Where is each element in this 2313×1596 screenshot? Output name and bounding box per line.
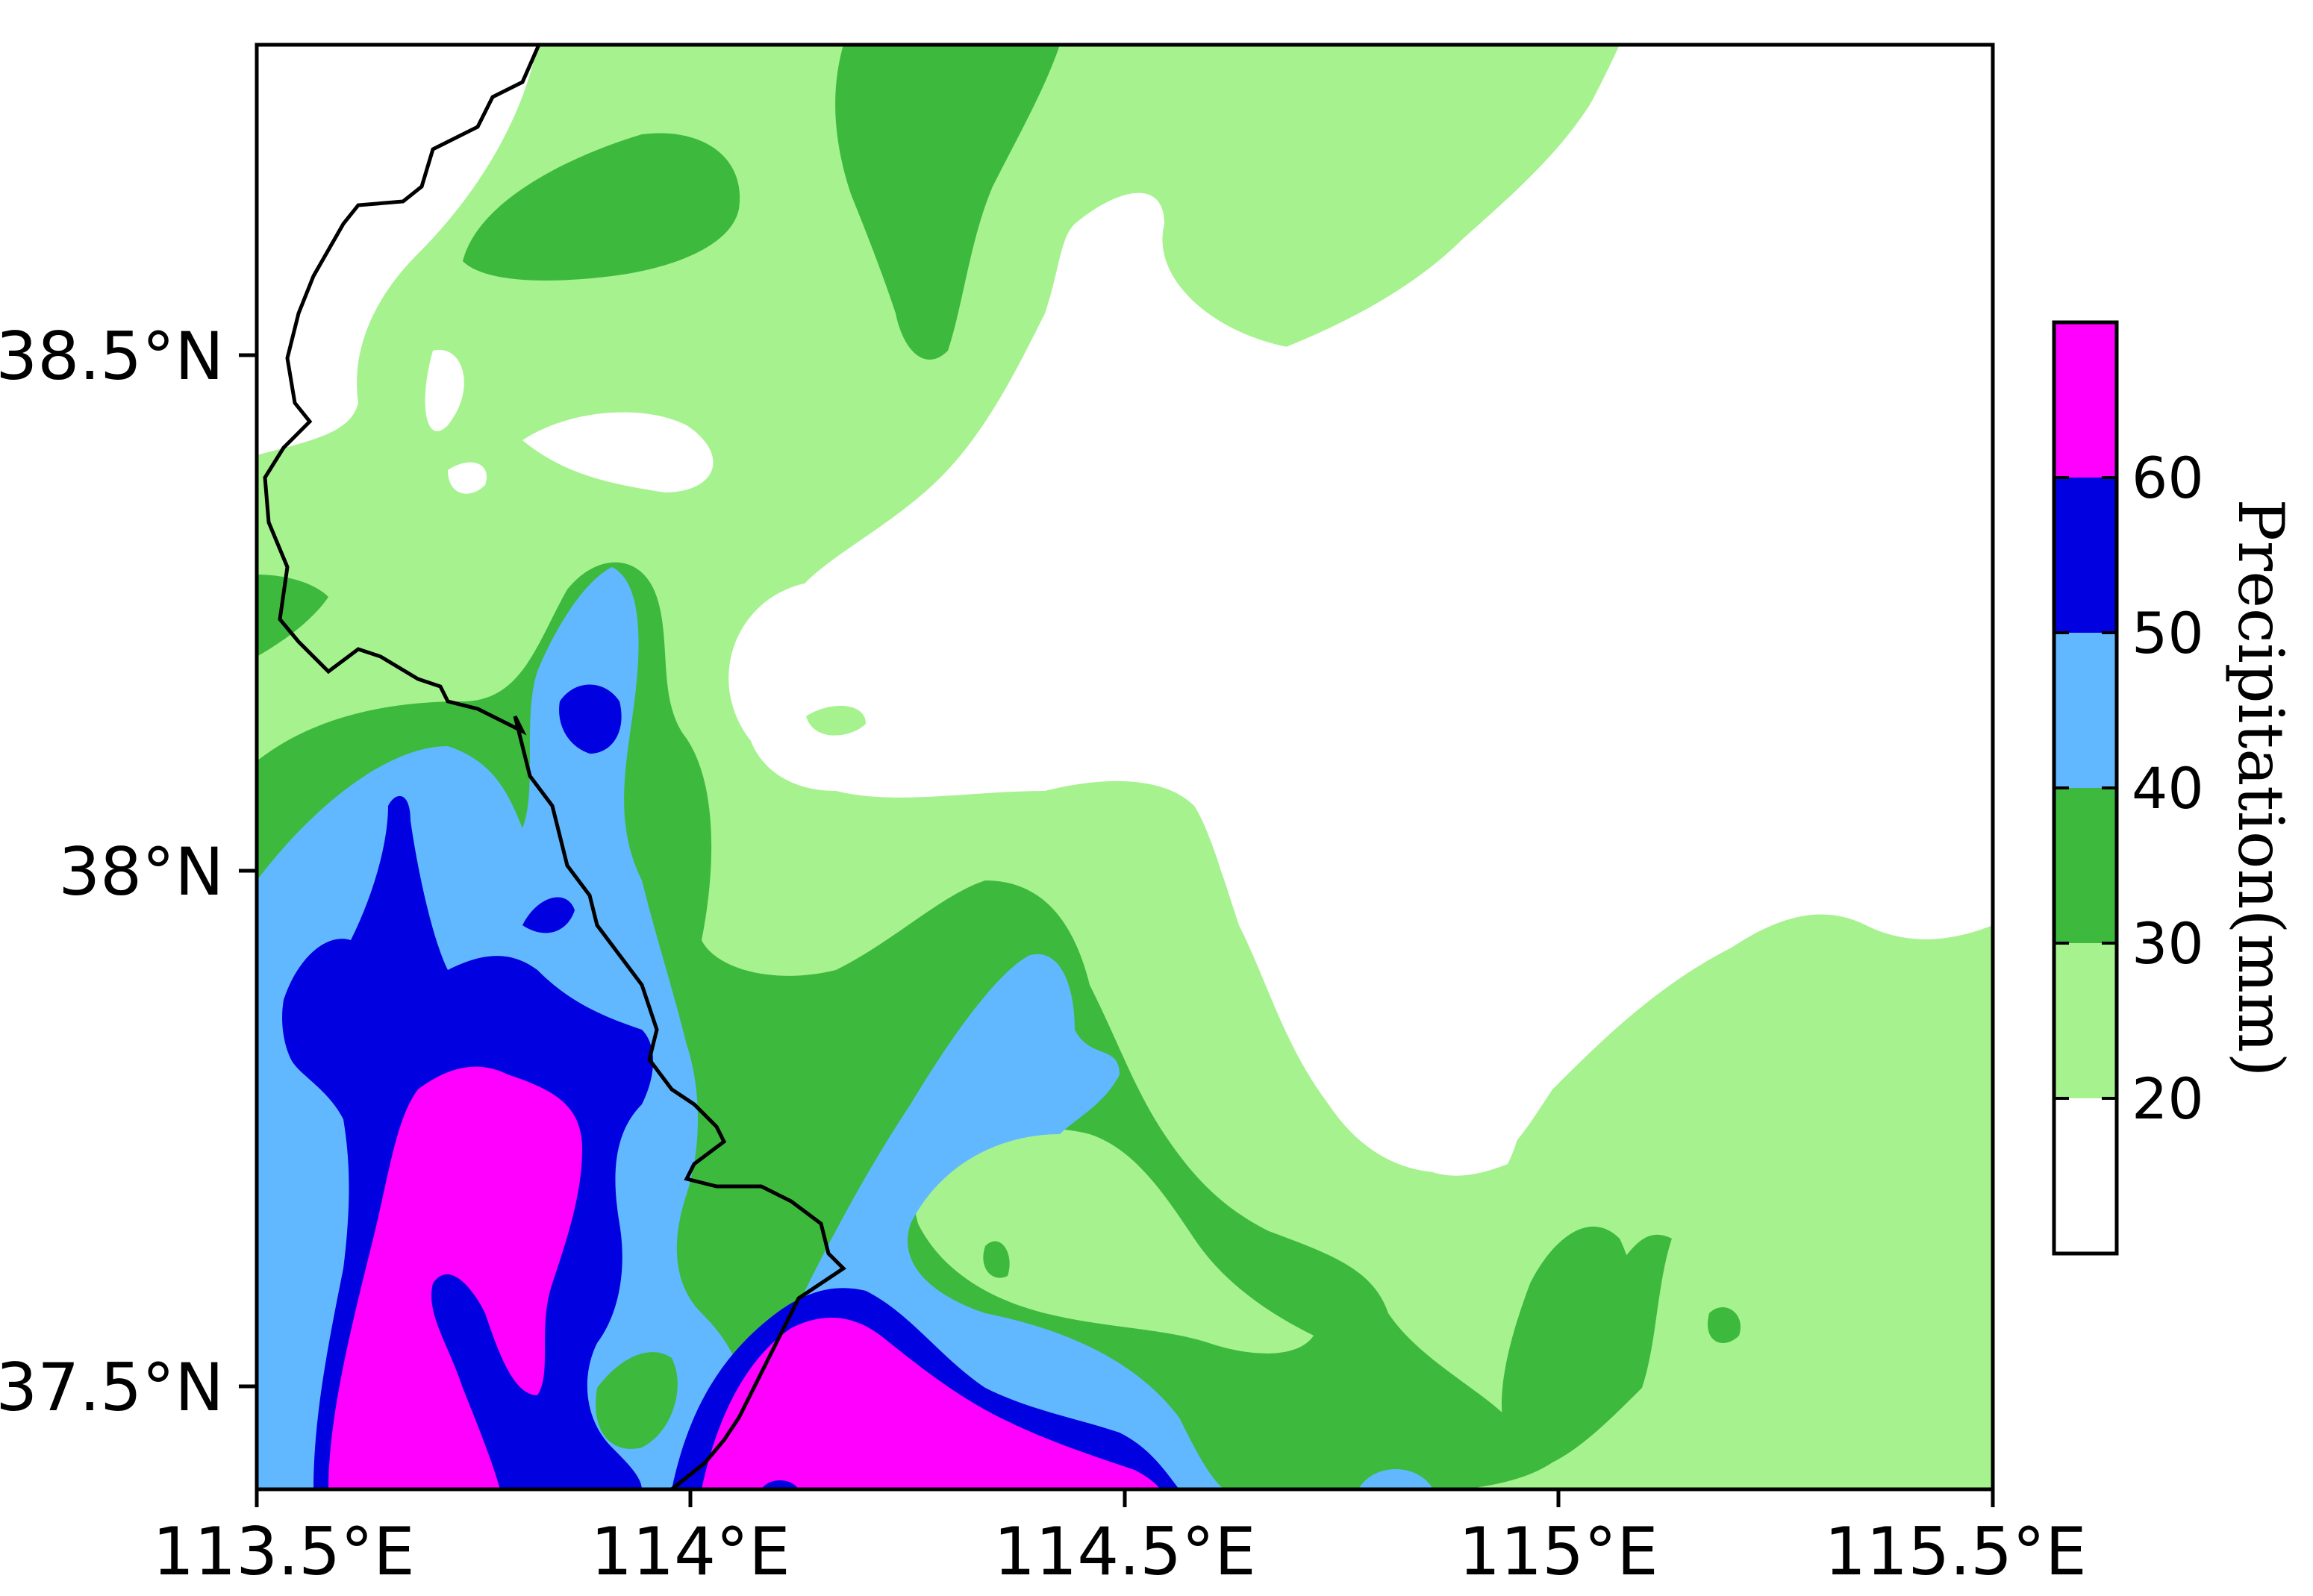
contour-50-60-small <box>522 897 575 933</box>
y-tick-label: 37.5°N <box>0 1349 224 1426</box>
colorbar-label: 30 <box>2132 910 2204 977</box>
contour-gt60-east <box>702 1318 1161 1489</box>
contour-lt20-hole-c <box>448 462 487 494</box>
x-tick-label: 115°E <box>1458 1513 1658 1590</box>
contour-20-30-island-d <box>806 706 866 736</box>
colorbar-swatch-40-50 <box>2054 633 2117 788</box>
contour-lt20-hole-b <box>522 412 714 492</box>
latitude-axis: 38.5°N 38°N 37.5°N <box>0 318 257 1426</box>
colorbar-label: 50 <box>2132 600 2204 666</box>
colorbar-label: 60 <box>2132 445 2204 511</box>
contour-30-40-small-a <box>1708 1306 1741 1343</box>
colorbar-swatch-gt60 <box>2054 322 2117 478</box>
colorbar-label: 20 <box>2132 1065 2204 1132</box>
contour-50-60-rim <box>761 1480 799 1489</box>
x-tick-label: 114.5°E <box>993 1513 1256 1590</box>
contour-30-40-northwest <box>257 575 328 657</box>
colorbar-label: 40 <box>2132 755 2204 822</box>
colorbar-swatch-30-40 <box>2054 788 2117 943</box>
contour-30-40-in-blue <box>596 1352 678 1449</box>
contour-gt60-west <box>328 1066 582 1489</box>
colorbar: 60 50 40 30 20 Precipitation(mm) <box>2052 320 2297 1256</box>
contour-50-60-north <box>559 684 622 754</box>
longitude-axis: 113.5°E 114°E 114.5°E 115°E 115.5°E <box>152 1489 2087 1590</box>
x-tick-label: 114°E <box>590 1513 790 1590</box>
contour-30-40-southeast <box>1501 1226 1636 1451</box>
colorbar-swatch-50-60 <box>2054 478 2117 633</box>
map-plot-area <box>257 45 1993 1489</box>
province-border-line <box>263 43 846 1491</box>
contour-30-40-north-b <box>835 45 1060 360</box>
colorbar-swatch-20-30 <box>2054 943 2117 1098</box>
contour-lt20-west <box>257 45 537 455</box>
colorbar-title: Precipitation(mm) <box>2224 499 2297 1077</box>
contour-30-40-north-a <box>463 133 740 281</box>
contour-20-30-pocket <box>913 1128 1314 1354</box>
contour-lt20-hole-a <box>425 349 464 431</box>
x-tick-label: 113.5°E <box>152 1513 415 1590</box>
contour-lt20-east <box>746 45 1993 1173</box>
y-tick-label: 38.5°N <box>0 318 224 395</box>
y-tick-label: 38°N <box>58 833 224 910</box>
x-tick-label: 115.5°E <box>1824 1513 2087 1590</box>
contour-40-50-southeast <box>1358 1469 1433 1489</box>
contour-30-40-tiny <box>983 1241 1010 1278</box>
colorbar-swatch-lt20 <box>2054 1098 2117 1254</box>
